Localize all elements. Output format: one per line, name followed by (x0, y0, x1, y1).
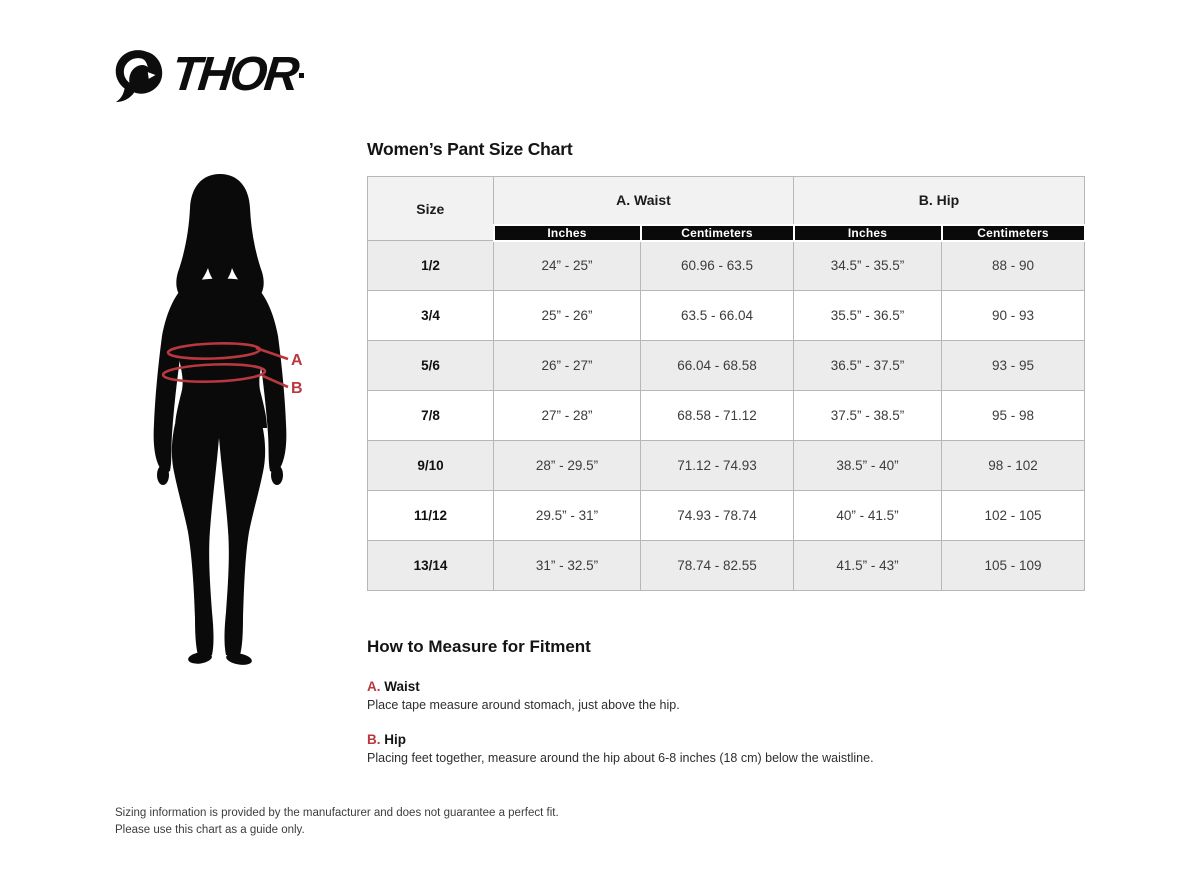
waist-callout-line (255, 346, 289, 361)
waist-inches-cell: 24” - 25” (493, 240, 641, 291)
waist-centimeters-cell: 66.04 - 68.58 (640, 340, 794, 391)
waist-inches-header: Inches (492, 223, 642, 242)
silhouette-head-hair (176, 174, 264, 297)
waist-inches-cell: 28” - 29.5” (493, 440, 641, 491)
brand-logo: THOR (112, 46, 304, 104)
logo-trademark-dot (298, 72, 304, 78)
waist-inches-cell: 25” - 26” (493, 290, 641, 341)
size-cell: 5/6 (367, 340, 494, 391)
waist-centimeters-cell: 74.93 - 78.74 (640, 490, 794, 541)
hip-centimeters-cell: 93 - 95 (940, 340, 1086, 391)
hip-centimeters-cell: 88 - 90 (940, 240, 1086, 291)
hip-measure-line (161, 363, 267, 383)
female-silhouette-illustration: A B (153, 174, 303, 665)
size-column-header: Size (367, 176, 494, 241)
waist-centimeters-cell: 68.58 - 71.12 (640, 390, 794, 441)
table-row: 1/2 24” - 25” 60.96 - 63.5 34.5” - 35.5”… (367, 240, 1086, 291)
ram-head-icon (115, 50, 163, 103)
hip-label-b: B (291, 380, 303, 397)
measure-waist-letter: A. (367, 679, 381, 694)
measure-hip-letter: B. (367, 732, 381, 747)
table-row: 13/14 31” - 32.5” 78.74 - 82.55 41.5” - … (367, 540, 1086, 591)
size-cell: 7/8 (367, 390, 494, 441)
hip-inches-cell: 35.5” - 36.5” (793, 290, 942, 341)
disclaimer-line-2: Please use this chart as a guide only. (115, 823, 305, 836)
page-title: Women’s Pant Size Chart (367, 139, 573, 159)
measurement-figure: A B (148, 172, 308, 667)
size-cell: 13/14 (367, 540, 494, 591)
hip-inches-header: Inches (792, 223, 943, 242)
measure-hip-label: B. Hip (367, 732, 1007, 747)
size-chart-table: Size A. Waist B. Hip Inches Centimeters … (367, 176, 1086, 591)
hip-inches-cell: 41.5” - 43” (793, 540, 942, 591)
hip-centimeters-cell: 90 - 93 (940, 290, 1086, 341)
measure-waist-name: Waist (384, 679, 420, 694)
waist-group-header: A. Waist (493, 176, 794, 225)
waist-inches-cell: 31” - 32.5” (493, 540, 641, 591)
waist-centimeters-cell: 60.96 - 63.5 (640, 240, 794, 291)
table-row: 5/6 26” - 27” 66.04 - 68.58 36.5” - 37.5… (367, 340, 1086, 391)
measure-item-hip: B. Hip Placing feet together, measure ar… (367, 732, 1007, 765)
hip-inches-cell: 38.5” - 40” (793, 440, 942, 491)
hip-centimeters-cell: 102 - 105 (940, 490, 1086, 541)
waist-inches-cell: 27” - 28” (493, 390, 641, 441)
disclaimer-line-1: Sizing information is provided by the ma… (115, 807, 559, 819)
table-row: 7/8 27” - 28” 68.58 - 71.12 37.5” - 38.5… (367, 390, 1086, 441)
table-row: 9/10 28” - 29.5” 71.12 - 74.93 38.5” - 4… (367, 440, 1086, 491)
waist-inches-cell: 29.5” - 31” (493, 490, 641, 541)
hip-centimeters-cell: 105 - 109 (940, 540, 1086, 591)
silhouette-torso (175, 278, 267, 428)
hip-inches-cell: 40” - 41.5” (793, 490, 942, 541)
waist-inches-cell: 26” - 27” (493, 340, 641, 391)
table-row: 3/4 25” - 26” 63.5 - 66.04 35.5” - 36.5”… (367, 290, 1086, 341)
table-row: 11/12 29.5” - 31” 74.93 - 78.74 40” - 41… (367, 490, 1086, 541)
measure-waist-instructions: Place tape measure around stomach, just … (367, 698, 680, 712)
disclaimer: Sizing information is provided by the ma… (115, 805, 559, 838)
silhouette-legs (171, 424, 266, 655)
hip-inches-cell: 36.5” - 37.5” (793, 340, 942, 391)
measure-item-waist: A. Waist Place tape measure around stoma… (367, 679, 1007, 712)
hip-callout-line (262, 374, 289, 389)
waist-label-a: A (291, 352, 303, 369)
size-cell: 9/10 (367, 440, 494, 491)
measure-hip-instructions: Placing feet together, measure around th… (367, 751, 874, 765)
waist-centimeters-cell: 78.74 - 82.55 (640, 540, 794, 591)
size-cell: 1/2 (367, 240, 494, 291)
hip-inches-cell: 34.5” - 35.5” (793, 240, 942, 291)
hip-centimeters-cell: 98 - 102 (940, 440, 1086, 491)
hip-inches-cell: 37.5” - 38.5” (793, 390, 942, 441)
waist-centimeters-header: Centimeters (639, 223, 795, 242)
hip-centimeters-cell: 95 - 98 (940, 390, 1086, 441)
waist-centimeters-cell: 63.5 - 66.04 (640, 290, 794, 341)
size-cell: 3/4 (367, 290, 494, 341)
measure-waist-label: A. Waist (367, 679, 1007, 694)
measure-hip-name: Hip (384, 732, 407, 747)
hip-centimeters-header: Centimeters (940, 223, 1086, 242)
hip-group-header: B. Hip (792, 176, 1086, 225)
brand-logo-text: THOR (169, 48, 299, 101)
how-to-measure-section: How to Measure for Fitment A. Waist Plac… (367, 637, 1007, 785)
waist-centimeters-cell: 71.12 - 74.93 (640, 440, 794, 491)
how-to-measure-title: How to Measure for Fitment (367, 637, 591, 656)
size-cell: 11/12 (367, 490, 494, 541)
